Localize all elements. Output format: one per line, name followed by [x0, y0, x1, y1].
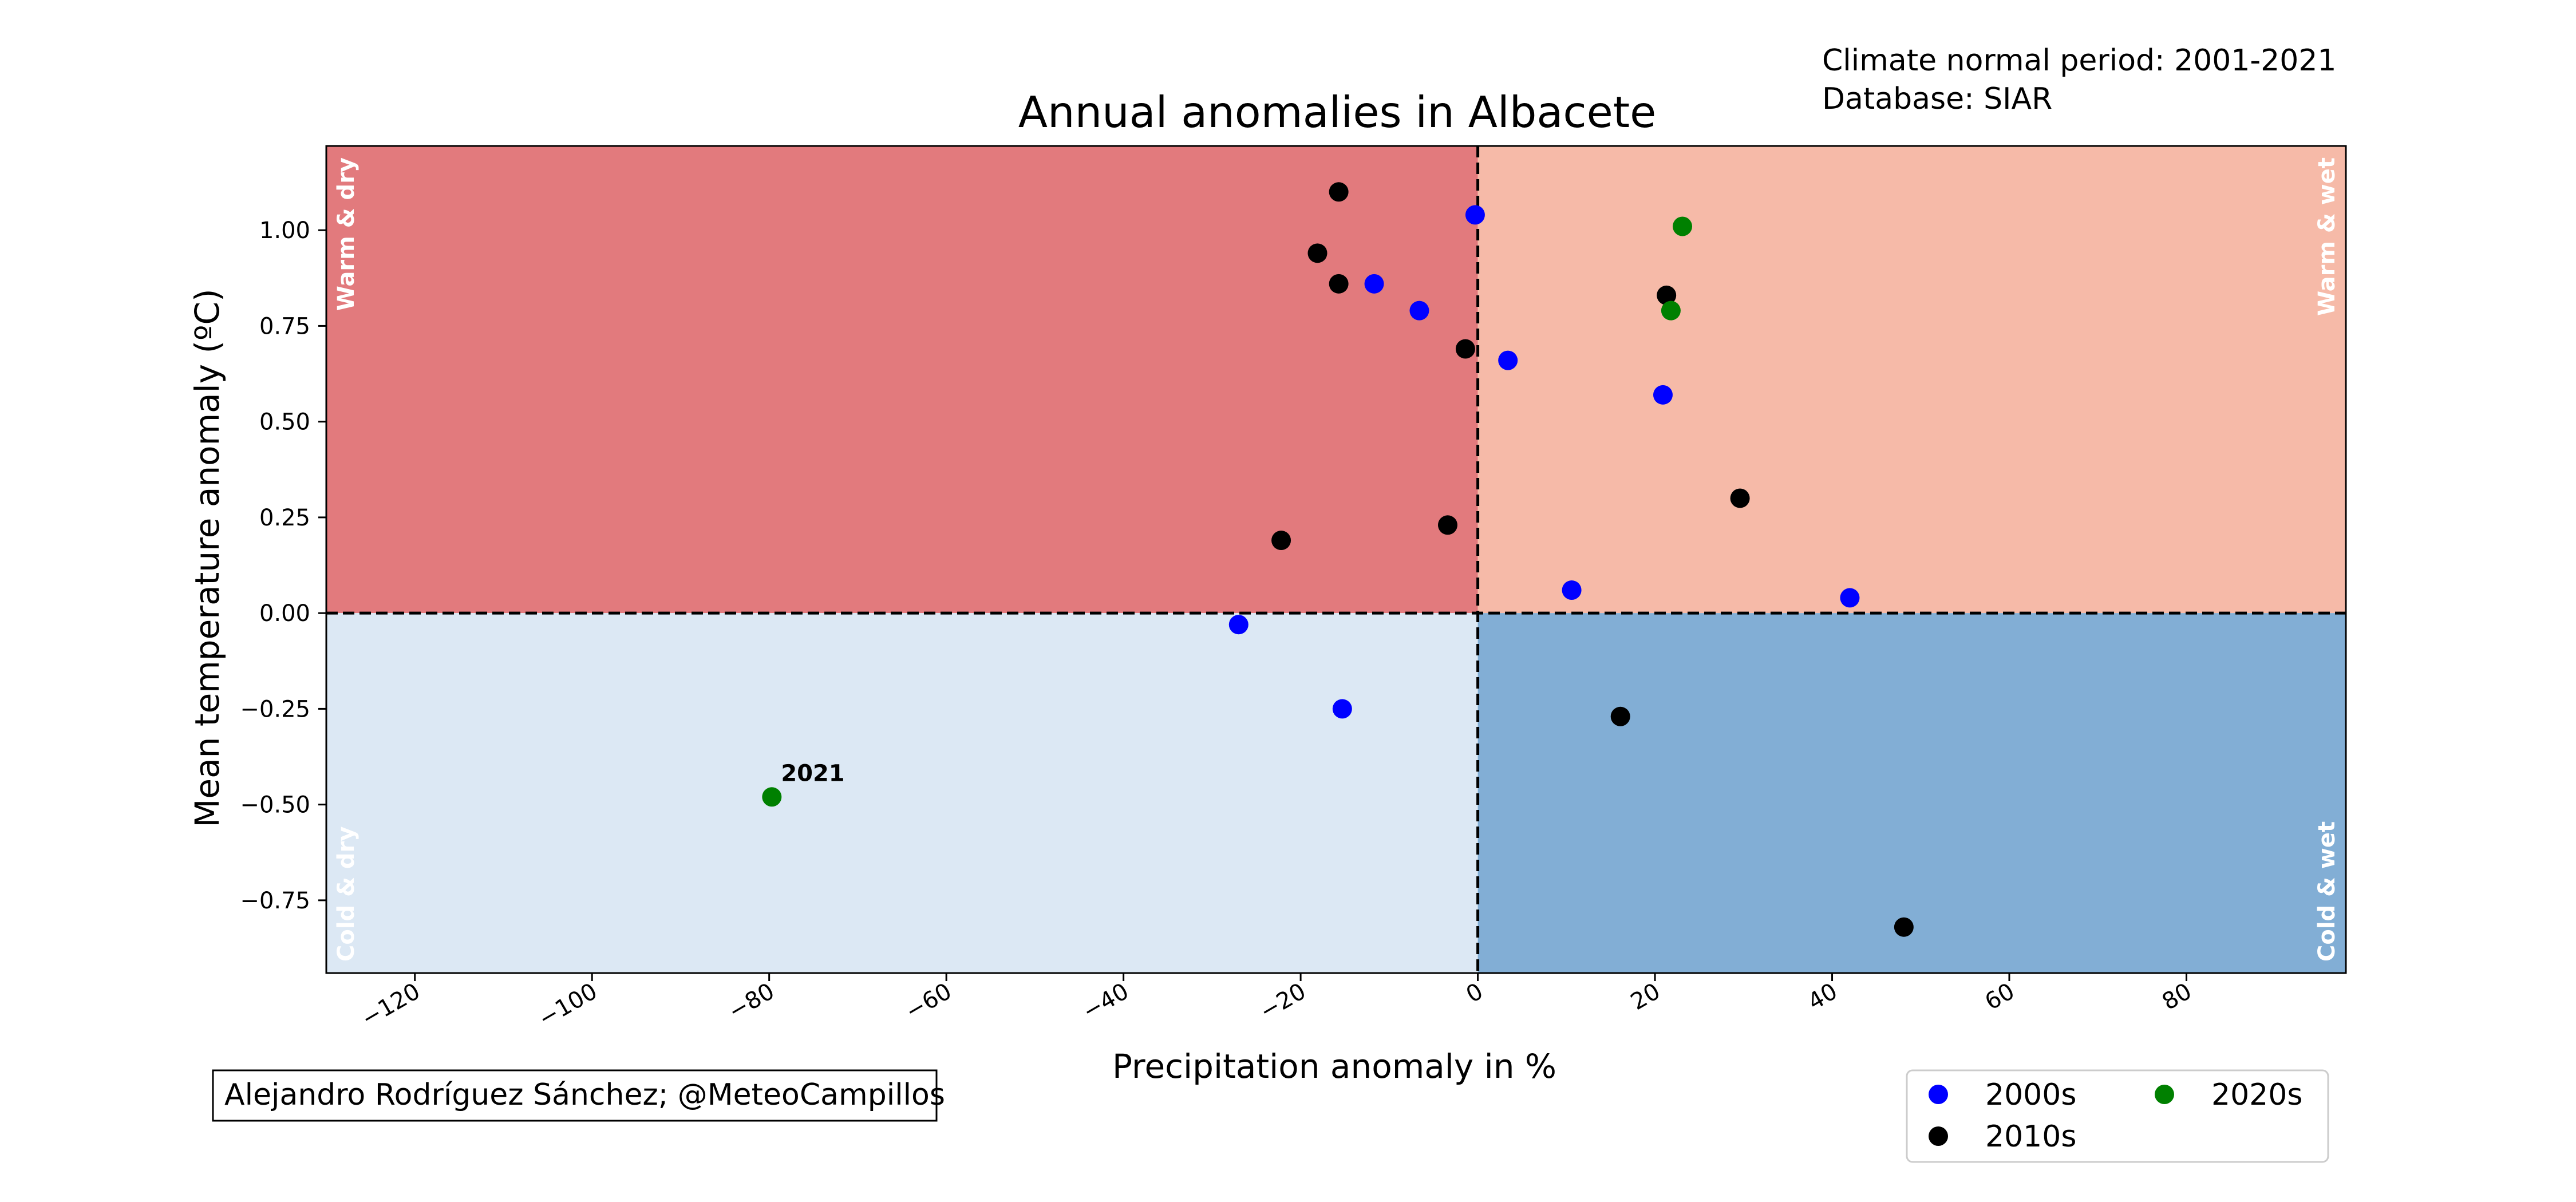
point-2010s [1307, 243, 1327, 263]
point-2000s [1653, 385, 1673, 405]
y-tick-label: 0.00 [259, 600, 310, 627]
legend-marker-2010s [1929, 1126, 1948, 1146]
x-tick-label: −100 [534, 978, 602, 1033]
annotations: 2021 [781, 760, 844, 786]
x-axis-label: Precipitation anomaly in % [1112, 1047, 1556, 1086]
x-tick-label: 0 [1462, 978, 1488, 1009]
legend: 2000s 2010s 2020s [1906, 1069, 2329, 1163]
point-2010s [1437, 515, 1457, 535]
point-2020s [1661, 300, 1681, 321]
y-tick-label: 0.75 [259, 313, 310, 339]
legend-box [1906, 1069, 2329, 1163]
point-2000s [1409, 300, 1429, 321]
y-tick-label: 0.25 [259, 505, 310, 531]
point-2010s [1329, 182, 1349, 202]
quadrant-warm-wet [1477, 146, 2346, 614]
x-tick-label: 60 [1981, 978, 2019, 1015]
quadrant-label-cold-wet: Cold & wet [2314, 821, 2340, 962]
quadrant-label-cold-dry: Cold & dry [333, 827, 359, 962]
x-tick-label: 20 [1626, 978, 1665, 1015]
credit-box: Alejandro Rodríguez Sánchez; @MeteoCampi… [212, 1069, 945, 1122]
reference-lines [326, 146, 2346, 973]
point-2000s [1228, 615, 1249, 635]
point-2000s [1840, 588, 1860, 608]
quadrant-backgrounds [326, 146, 2346, 973]
legend-marker-2000s [1929, 1085, 1948, 1104]
quadrant-warm-dry [326, 146, 1478, 614]
info-line-period: Climate normal period: 2001-2021 [1822, 44, 2337, 78]
y-tick-label: −0.25 [240, 696, 310, 722]
x-tick-label: −80 [724, 978, 779, 1025]
legend-label-2010s: 2010s [1985, 1120, 2076, 1154]
info-line-database: Database: SIAR [1822, 82, 2052, 116]
y-tick-label: 0.50 [259, 409, 310, 436]
y-axis-label: Mean temperature anomaly (ºC) [188, 288, 227, 827]
point-2000s [1332, 699, 1352, 719]
point-2010s [1730, 488, 1750, 508]
point-2010s [1657, 285, 1677, 305]
x-axis-ticks: −120 −100 −80 −60 −40 −20 0 20 40 60 80 [357, 973, 2196, 1033]
quadrant-cold-dry [326, 613, 1478, 973]
point-2020s [762, 787, 782, 807]
quadrant-label-warm-dry: Warm & dry [333, 157, 359, 311]
point-2010s [1271, 531, 1291, 551]
point-2020s [1673, 216, 1693, 236]
legend-label-2000s: 2000s [1985, 1078, 2076, 1112]
point-2010s [1455, 339, 1475, 359]
x-tick-label: −20 [1255, 978, 1310, 1025]
quadrant-label-warm-wet: Warm & wet [2314, 157, 2340, 316]
legend-label-2020s: 2020s [2211, 1078, 2302, 1112]
x-tick-label: 40 [1803, 978, 1842, 1015]
credit-text: Alejandro Rodríguez Sánchez; @MeteoCampi… [224, 1078, 945, 1112]
legend-marker-2020s [2155, 1085, 2174, 1104]
point-2010s [1610, 706, 1630, 726]
point-2000s [1364, 274, 1384, 294]
y-axis-ticks: −0.75 −0.50 −0.25 0.00 0.25 0.50 0.75 1.00 [240, 218, 326, 914]
point-2000s [1498, 350, 1518, 370]
annotation-label: 2021 [781, 760, 844, 786]
x-tick-label: −40 [1078, 978, 1133, 1025]
point-2010s [1894, 917, 1914, 937]
y-tick-label: 1.00 [259, 218, 310, 244]
x-tick-label: −120 [357, 978, 425, 1033]
chart-title: Annual anomalies in Albacete [1018, 87, 1657, 137]
point-2010s [1329, 274, 1349, 294]
data-points [762, 182, 1914, 937]
quadrant-cold-wet [1477, 613, 2346, 973]
y-tick-label: −0.50 [240, 792, 310, 819]
point-2000s [1562, 580, 1582, 600]
point-2000s [1465, 205, 1485, 225]
plot-frame [325, 145, 2347, 974]
quadrant-labels: Warm & dry Warm & wet Cold & dry Cold & wet [333, 157, 2340, 962]
y-tick-label: −0.75 [240, 888, 310, 914]
x-tick-label: 80 [2158, 978, 2196, 1015]
x-tick-label: −60 [901, 978, 956, 1025]
